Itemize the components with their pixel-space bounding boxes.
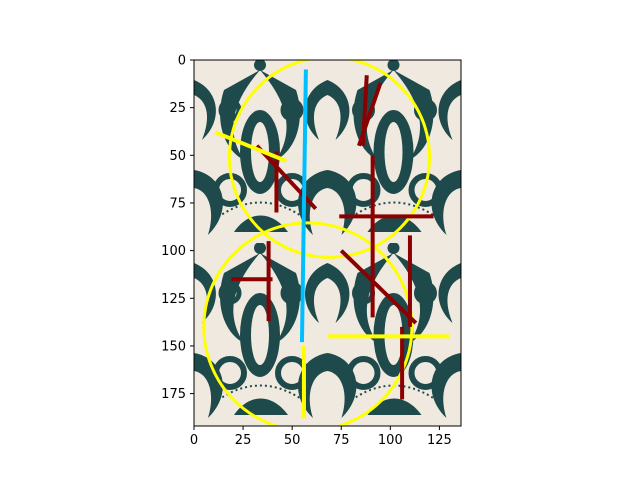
y-tick-label: 100 <box>161 244 186 259</box>
red-line-2 <box>357 82 383 147</box>
x-tick-label: 25 <box>235 433 252 448</box>
x-tick-label: 100 <box>378 433 403 448</box>
red-line-8 <box>339 249 418 325</box>
x-axis: 0 25 50 75 100 125 <box>190 426 452 448</box>
x-tick-label: 75 <box>333 433 350 448</box>
blue-line-1 <box>299 69 308 343</box>
yellow-circle-1 <box>227 60 432 259</box>
y-tick-label: 0 <box>178 54 186 69</box>
y-tick-label: 75 <box>169 196 186 211</box>
y-tick-label: 25 <box>169 101 186 116</box>
x-tick-label: 0 <box>190 433 198 448</box>
y-axis: 0 25 50 75 100 125 150 175 <box>161 54 194 402</box>
y-tick-label: 175 <box>161 387 186 402</box>
tile-image <box>194 60 461 426</box>
overlay <box>202 60 450 426</box>
yellow-line-1 <box>214 130 288 163</box>
y-tick-label: 125 <box>161 292 186 307</box>
y-tick-label: 150 <box>161 339 186 354</box>
axes-frame <box>193 59 462 427</box>
x-tick-label: 125 <box>427 433 452 448</box>
y-tick-label: 50 <box>169 149 186 164</box>
x-tick-label: 50 <box>284 433 301 448</box>
